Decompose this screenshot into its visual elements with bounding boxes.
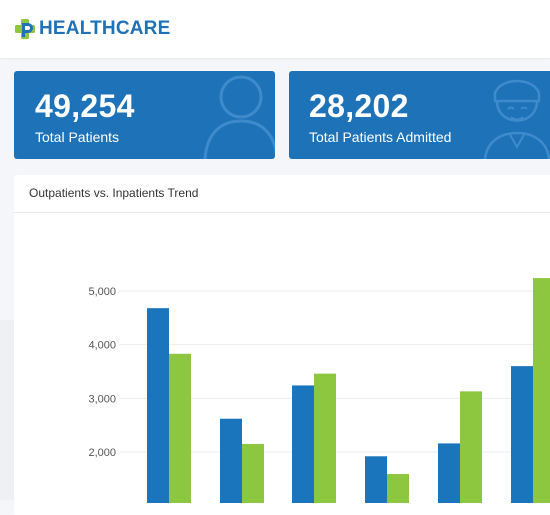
bar-green[interactable] xyxy=(533,278,550,503)
y-tick-label: 4,000 xyxy=(88,340,116,352)
y-tick-label: 3,000 xyxy=(88,393,116,405)
user-silhouette-icon xyxy=(203,75,275,159)
bar-blue[interactable] xyxy=(292,385,314,503)
chart-header: Outpatients vs. Inpatients Trend xyxy=(14,175,550,213)
brand-name: HEALTHCARE xyxy=(39,18,171,39)
patient-nurse-face-icon xyxy=(483,79,550,159)
bar-green[interactable] xyxy=(242,443,264,503)
top-bar: HEALTHCARE xyxy=(0,0,550,58)
y-tick-label: 5,000 xyxy=(88,286,116,298)
bar-green[interactable] xyxy=(460,391,482,503)
medical-cross-plus-icon xyxy=(15,19,35,39)
bar-blue[interactable] xyxy=(147,308,169,503)
bar-green[interactable] xyxy=(387,474,409,503)
stat-label: Total Patients xyxy=(35,129,120,145)
stat-label: Total Patients Admitted xyxy=(309,129,452,145)
chart-title: Outpatients vs. Inpatients Trend xyxy=(29,186,199,200)
stat-card-patients-admitted[interactable]: 28,202 Total Patients Admitted xyxy=(289,71,550,159)
bar-blue[interactable] xyxy=(511,366,533,503)
stat-value: 49,254 xyxy=(35,88,135,124)
bar-blue[interactable] xyxy=(365,456,387,503)
bar-blue[interactable] xyxy=(220,418,242,503)
stat-card-total-patients[interactable]: 49,254 Total Patients xyxy=(14,71,275,159)
brand-logo[interactable]: HEALTHCARE xyxy=(13,14,170,44)
page-background-strip xyxy=(0,320,14,500)
bar-blue[interactable] xyxy=(438,443,460,503)
bar-green[interactable] xyxy=(169,353,191,503)
chart-panel: Outpatients vs. Inpatients Trend 2,000 3,… xyxy=(14,175,550,515)
bar-green[interactable] xyxy=(314,373,336,503)
stat-value: 28,202 xyxy=(309,88,409,124)
bar-chart: 2,000 3,000 4,000 5,000 xyxy=(88,278,550,503)
y-tick-label: 2,000 xyxy=(88,447,116,459)
